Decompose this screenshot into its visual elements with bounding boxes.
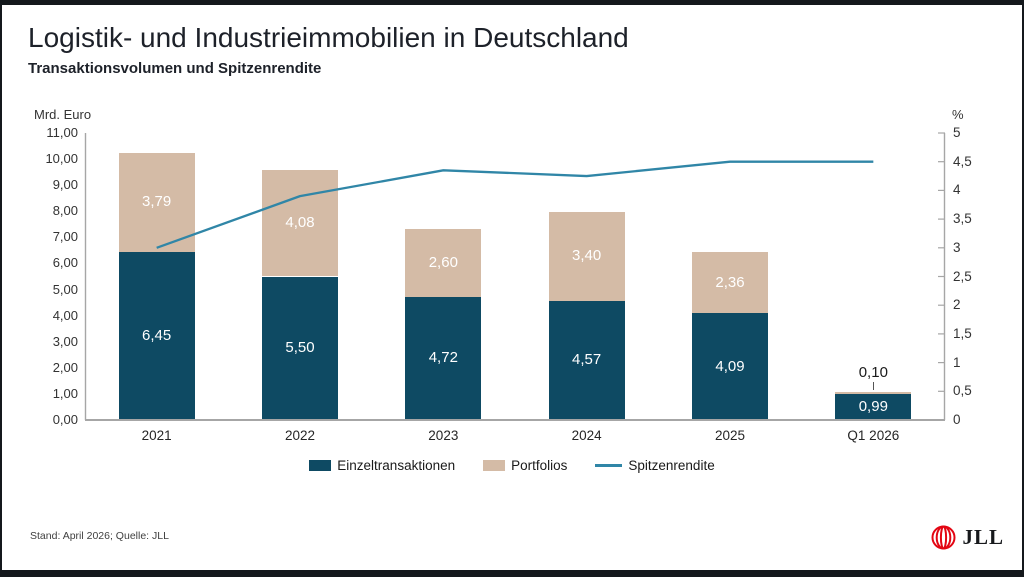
chart-title: Logistik- und Industrieimmobilien in Deu…	[28, 22, 629, 53]
legend-swatch-icon	[483, 460, 506, 471]
y-right-tick-label: 2,5	[953, 268, 972, 284]
bar-segment-einzeltransaktionen-q1-2026	[835, 394, 912, 420]
bar-segment-einzeltransaktionen-2023	[405, 296, 482, 420]
y-right-tick-label: 2	[953, 297, 961, 313]
jll-logo: JLL	[930, 524, 1004, 551]
bar-segment-einzeltransaktionen-2021	[118, 251, 195, 420]
frame-border-right	[1022, 0, 1024, 577]
x-category-label: 2022	[284, 428, 316, 443]
y-left-tick-label: 6,00	[52, 255, 78, 271]
y-right-tick-label: 3	[953, 239, 961, 255]
jll-logo-text: JLL	[962, 525, 1004, 549]
y-left-tick-label: 0,00	[52, 412, 78, 427]
bar-label-leader-line	[872, 381, 874, 390]
y-left-tick-label: 9,00	[52, 177, 78, 193]
y-left-tick-label: 7,00	[52, 229, 78, 245]
y-left-tick-label: 11,00	[46, 125, 78, 140]
y-left-tick-label: 3,00	[52, 333, 78, 349]
bar-segment-einzeltransaktionen-2024	[548, 300, 625, 420]
x-category-label: Q1 2026	[847, 428, 900, 443]
frame-border-bottom	[0, 570, 1024, 577]
legend-item-portfolios: Portfolios	[483, 458, 567, 473]
bar-value-label: 3,40	[572, 247, 602, 265]
bar-value-label: 2,60	[428, 253, 458, 271]
legend-swatch-icon	[309, 460, 332, 471]
legend-item-spitzenrendite: Spitzenrendite	[595, 458, 715, 473]
y-right-tick-label: 4	[953, 182, 961, 198]
y-right-tick-label: 3,5	[953, 211, 972, 227]
y-left-tick-label: 5,00	[52, 281, 78, 297]
bar-value-label: 4,08	[285, 214, 315, 232]
y-right-tick-label: 4,5	[953, 153, 972, 169]
bar-value-label: 4,72	[428, 349, 458, 367]
y-left-tick-label: 8,00	[52, 203, 78, 219]
bar-value-label: 3,79	[142, 193, 172, 211]
bar-segment-einzeltransaktionen-2025	[692, 313, 768, 420]
source-note: Stand: April 2026; Quelle: JLL	[30, 530, 169, 542]
legend-label: Einzeltransaktionen	[337, 458, 456, 473]
frame-border-left	[0, 0, 2, 577]
bar-segment-einzeltransaktionen-2022	[262, 276, 338, 420]
bar-segment-portfolios-2025	[692, 251, 768, 314]
legend-label: Portfolios	[511, 458, 568, 473]
y-right-tick-label: 5	[953, 125, 961, 140]
legend-item-einzeltransaktionen: Einzeltransaktionen	[309, 458, 455, 473]
y-right-tick-label: 1,5	[953, 325, 972, 341]
x-category-label: 2023	[428, 428, 459, 443]
chart-subtitle: Transaktionsvolumen und Spitzenrendite	[28, 60, 322, 77]
y-right-tick-label: 1	[953, 354, 961, 370]
x-category-label: 2021	[141, 428, 172, 443]
jll-logo-mark	[931, 525, 956, 550]
legend-line-icon	[595, 464, 623, 467]
bar-value-label: 5,50	[285, 339, 315, 357]
left-axis-unit-label: Mrd. Euro	[34, 107, 92, 122]
frame-border-top	[0, 0, 1024, 5]
bar-value-label: 0,99	[858, 398, 888, 416]
bar-value-label-outside: 0,10	[858, 363, 888, 381]
y-right-tick-label: 0,5	[953, 383, 972, 399]
bar-value-label: 4,09	[715, 357, 745, 375]
legend-label: Spitzenrendite	[628, 458, 715, 473]
x-category-label: 2025	[714, 428, 746, 443]
y-left-tick-label: 10,00	[45, 151, 78, 167]
y-left-tick-label: 2,00	[52, 359, 78, 375]
right-axis-unit-label: %	[952, 107, 964, 122]
y-left-tick-label: 4,00	[52, 307, 78, 323]
bar-value-label: 2,36	[715, 273, 745, 291]
legend: Einzeltransaktionen Portfolios Spitzenrend…	[0, 458, 1024, 473]
x-category-label: 2024	[571, 428, 602, 443]
bar-segment-portfolios-q1-2026	[835, 391, 912, 395]
y-right-tick-label: 0	[953, 412, 961, 427]
bar-value-label: 6,45	[142, 326, 172, 344]
y-left-tick-label: 1,00	[52, 385, 78, 401]
bar-value-label: 4,57	[572, 351, 602, 369]
